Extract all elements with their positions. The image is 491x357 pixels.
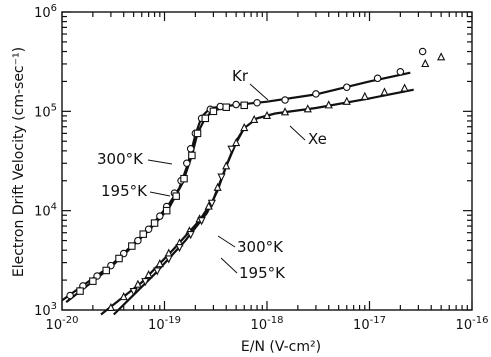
point-kr-300k [183, 159, 191, 168]
point-kr-300k [134, 236, 142, 245]
y-axis-label: Electron Drift Velocity (cm-sec⁻¹) [11, 47, 27, 277]
leader-xe-195k [220, 257, 238, 274]
point-xe-300k [400, 83, 409, 92]
point-kr-300k [281, 96, 289, 104]
point-kr-300k [232, 100, 240, 109]
point-xe-300k [106, 302, 115, 312]
point-xe-195k [227, 145, 236, 154]
point-xe-300k [155, 259, 164, 268]
point-kr-300k [312, 90, 320, 98]
leader-kr-300k [147, 159, 173, 165]
point-xe-300k [342, 96, 351, 105]
point-kr-195k [209, 107, 218, 116]
x-axis-label: E/N (V-cm²) [241, 339, 321, 355]
data-points [66, 47, 446, 312]
point-kr-300k [186, 145, 195, 153]
point-xe-300k [421, 58, 430, 68]
x-tick-label: 10-16 [456, 315, 489, 333]
y-tick-label: 103 [34, 301, 57, 319]
point-xe-300k [119, 292, 128, 301]
label-xe-195k: 195°K [239, 264, 286, 282]
point-xe-300k [324, 100, 333, 109]
point-xe-195k [141, 278, 150, 287]
label-kr-300k: 300°K [97, 150, 144, 168]
point-xe-300k [262, 110, 272, 119]
tick-labels: 10-20 10-19 10-18 10-17 10-16 103 104 105 106 [34, 3, 488, 333]
label-kr-195k: 195°K [101, 182, 148, 200]
y-tick-label: 105 [34, 102, 57, 120]
point-xe-300k [204, 201, 213, 210]
point-kr-195k [180, 174, 188, 183]
point-xe-300k [232, 137, 241, 147]
point-xe-300k [437, 52, 446, 61]
point-xe-300k [250, 114, 259, 124]
point-kr-300k [156, 212, 164, 220]
leader-kr [249, 83, 269, 101]
point-xe-195k [129, 287, 138, 297]
point-xe-300k [380, 87, 389, 96]
x-tick-label: 10-17 [353, 315, 386, 333]
x-tick-label: 10-19 [148, 315, 181, 333]
label-kr: Kr [232, 67, 249, 85]
y-tick-label: 106 [34, 3, 57, 21]
point-kr-195k [240, 101, 249, 110]
axis-ticks [61, 11, 473, 311]
label-xe: Xe [308, 130, 327, 148]
point-xe-195k [175, 243, 184, 253]
point-xe-195k [153, 267, 162, 276]
point-xe-300k [222, 161, 231, 170]
x-tick-label: 10-18 [251, 315, 284, 333]
point-kr-300k [66, 291, 74, 300]
point-kr-195k [193, 129, 202, 138]
point-kr-195k [115, 254, 123, 263]
point-kr-195k [188, 151, 196, 160]
point-xe-195k [164, 255, 173, 264]
point-kr-195k [162, 206, 171, 215]
point-xe-300k [133, 279, 142, 288]
point-kr-300k [396, 68, 405, 76]
point-xe-195k [207, 199, 216, 208]
point-kr-195k [150, 219, 159, 227]
point-xe-300k [240, 122, 249, 132]
point-kr-195k [89, 277, 97, 285]
point-xe-300k [360, 91, 369, 100]
point-xe-300k [213, 182, 222, 191]
point-kr-300k [253, 99, 261, 107]
point-kr-195k [102, 266, 110, 275]
point-kr-300k [144, 225, 153, 234]
point-kr-195k [172, 192, 180, 200]
point-kr-195k [201, 114, 210, 123]
point-kr-300k [418, 47, 427, 56]
annotation-leaders [147, 83, 306, 274]
point-kr-300k [373, 74, 382, 83]
point-kr-195k [222, 103, 230, 111]
leader-xe [289, 125, 306, 141]
point-xe-195k [217, 173, 226, 182]
curve-kr-195k [65, 106, 227, 303]
point-xe-300k [280, 107, 290, 116]
x-tick-label: 10-20 [46, 315, 79, 333]
point-xe-195k [197, 217, 206, 226]
point-xe-300k [144, 269, 153, 279]
point-xe-195k [186, 231, 195, 240]
point-kr-300k [343, 83, 351, 91]
label-xe-300k: 300°K [237, 238, 284, 256]
point-kr-195k [76, 287, 84, 295]
point-kr-195k [128, 242, 136, 250]
leader-kr-195k [149, 191, 171, 197]
y-tick-label: 104 [34, 202, 57, 220]
point-xe-300k [303, 104, 312, 113]
leader-xe-300k [217, 235, 236, 248]
point-kr-195k [139, 230, 147, 238]
